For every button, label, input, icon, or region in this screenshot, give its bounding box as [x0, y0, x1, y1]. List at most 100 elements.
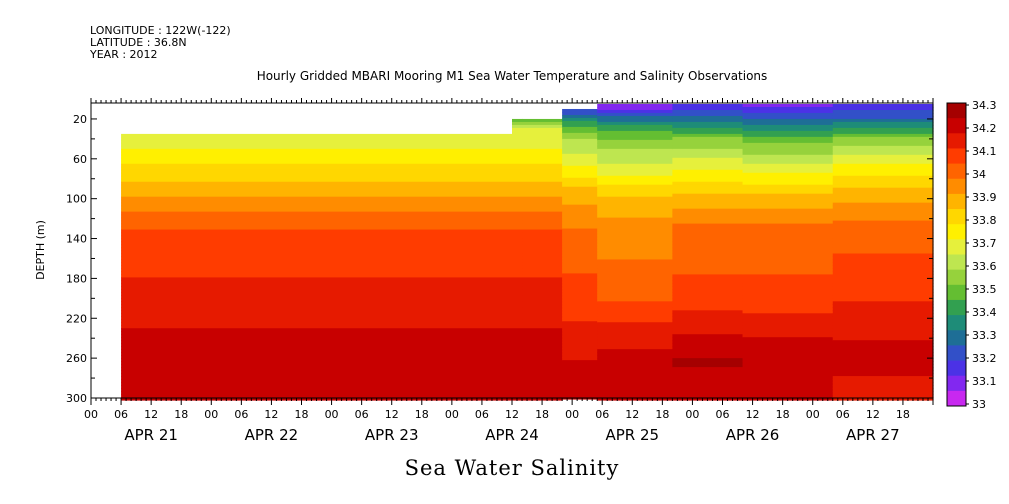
salinity-cell [512, 262, 523, 267]
salinity-cell [597, 271, 673, 276]
salinity-cell [597, 298, 673, 302]
salinity-cell [832, 364, 934, 368]
salinity-cell [672, 238, 744, 243]
salinity-cell [512, 355, 523, 359]
salinity-cell [597, 259, 673, 264]
salinity-cell [672, 256, 744, 261]
salinity-cell [832, 226, 934, 231]
salinity-cell [512, 307, 523, 311]
salinity-cell [562, 345, 598, 349]
salinity-cell [522, 319, 563, 323]
colorbar-label: 34.2 [972, 122, 997, 135]
salinity-cell [121, 253, 513, 258]
salinity-cell [512, 379, 523, 383]
salinity-cell [522, 295, 563, 299]
salinity-cell [832, 124, 934, 129]
salinity-cell [121, 181, 513, 186]
salinity-cell [832, 307, 934, 311]
salinity-cell [597, 307, 673, 311]
salinity-cell [522, 220, 563, 225]
salinity-cell [742, 181, 834, 186]
salinity-cell [742, 373, 834, 377]
salinity-cell [562, 276, 598, 280]
salinity-cell [512, 220, 523, 225]
salinity-cell [742, 280, 834, 284]
salinity-cell [672, 271, 744, 276]
salinity-cell [832, 376, 934, 380]
salinity-cell [522, 322, 563, 326]
salinity-cell [562, 351, 598, 355]
salinity-column [562, 108, 598, 400]
salinity-cell [742, 304, 834, 308]
salinity-cell [121, 265, 513, 270]
salinity-cell [597, 130, 673, 135]
salinity-cell [512, 136, 523, 141]
salinity-cell [522, 190, 563, 195]
salinity-cell [832, 175, 934, 180]
salinity-cell [597, 373, 673, 377]
salinity-cell [522, 199, 563, 204]
salinity-cell [121, 343, 513, 347]
salinity-cell [512, 232, 523, 237]
x-tick-label: 00 [565, 408, 579, 421]
salinity-cell [121, 295, 513, 299]
salinity-cell [832, 277, 934, 281]
salinity-cell [121, 379, 513, 383]
salinity-cell [742, 253, 834, 258]
y-tick-label: 220 [66, 312, 87, 325]
salinity-cell [597, 178, 673, 183]
salinity-cell [597, 229, 673, 234]
salinity-cell [832, 391, 934, 395]
salinity-cell [512, 124, 523, 129]
salinity-cell [522, 139, 563, 144]
salinity-cell [597, 211, 673, 216]
salinity-cell [121, 193, 513, 198]
x-tick-label: 12 [866, 408, 880, 421]
salinity-cell [597, 145, 673, 150]
salinity-cell [742, 136, 834, 141]
salinity-cell [597, 391, 673, 395]
salinity-cell [522, 184, 563, 189]
salinity-cell [512, 316, 523, 320]
salinity-cell [672, 223, 744, 228]
salinity-cell [121, 223, 513, 228]
salinity-cell [562, 144, 598, 149]
salinity-cell [672, 250, 744, 255]
salinity-cell [512, 229, 523, 234]
x-tick-label: 06 [355, 408, 369, 421]
salinity-column [121, 133, 513, 401]
salinity-cell [121, 340, 513, 344]
salinity-cell [121, 301, 513, 305]
salinity-cell [672, 286, 744, 290]
salinity-cell [597, 292, 673, 296]
salinity-cell [742, 169, 834, 174]
salinity-cell [597, 235, 673, 240]
salinity-cell [597, 328, 673, 332]
salinity-cell [742, 142, 834, 147]
salinity-cell [512, 313, 523, 317]
salinity-cell [562, 321, 598, 325]
salinity-cell [832, 241, 934, 246]
salinity-cell [832, 349, 934, 353]
salinity-cell [562, 306, 598, 310]
salinity-cell [522, 262, 563, 267]
salinity-cell [522, 211, 563, 216]
salinity-cell [562, 267, 598, 272]
salinity-cell [672, 136, 744, 141]
salinity-cell [597, 115, 673, 120]
salinity-cell [522, 355, 563, 359]
salinity-cell [522, 289, 563, 293]
salinity-column [672, 104, 744, 401]
salinity-cell [597, 205, 673, 210]
salinity-cell [832, 322, 934, 326]
salinity-cell [121, 373, 513, 377]
salinity-cell [672, 121, 744, 126]
colorbar-label: 33.7 [972, 237, 997, 250]
salinity-cell [121, 325, 513, 329]
salinity-cell [832, 104, 934, 108]
salinity-cell [512, 145, 523, 150]
salinity-cell [522, 277, 563, 281]
salinity-cell [832, 310, 934, 314]
salinity-cell [121, 229, 513, 234]
salinity-cell [512, 268, 523, 273]
